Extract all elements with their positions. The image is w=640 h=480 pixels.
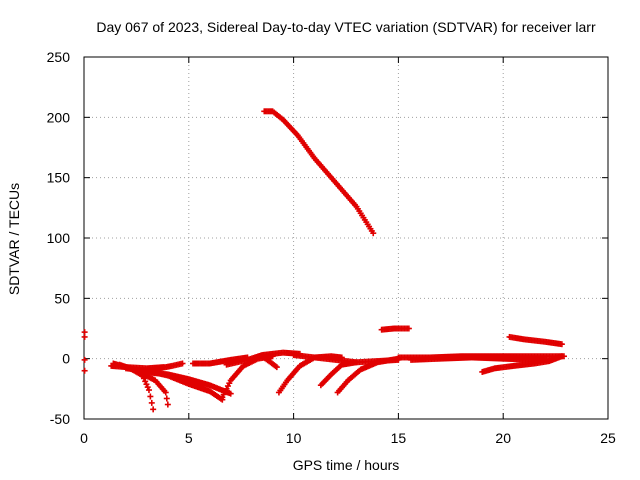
data-point: [81, 356, 88, 363]
y-axis-label: SDTVAR / TECUs: [6, 183, 22, 295]
data-point: [558, 341, 565, 348]
data-point: [147, 393, 154, 400]
data-point: [163, 395, 170, 402]
data-point: [227, 390, 234, 397]
data-point: [370, 230, 377, 237]
y-tick-label: 50: [54, 290, 70, 306]
x-tick-label: 20: [495, 430, 511, 446]
data-point: [179, 360, 186, 367]
data-point: [273, 364, 280, 371]
x-tick-labels: 0 5 10 15 20 25: [80, 430, 616, 446]
y-tick-labels: -50 0 50 100 150 200 250: [47, 49, 71, 427]
data-point: [353, 359, 360, 366]
data-point: [150, 406, 157, 413]
x-tick-label: 25: [600, 430, 616, 446]
y-tick-label: 250: [47, 49, 71, 65]
grid: [84, 57, 608, 419]
data-point: [81, 367, 88, 374]
data-point: [558, 353, 565, 360]
data-point: [81, 333, 88, 340]
chart-title: Day 067 of 2023, Sidereal Day-to-day VTE…: [96, 19, 596, 35]
x-axis-label: GPS time / hours: [293, 457, 400, 473]
x-tick-label: 0: [80, 430, 88, 446]
x-tick-label: 10: [286, 430, 302, 446]
y-tick-label: 0: [62, 351, 70, 367]
data-point: [162, 389, 169, 396]
y-tick-label: 150: [47, 170, 71, 186]
data-point: [145, 387, 152, 394]
y-tick-label: 200: [47, 109, 71, 125]
data-points: [81, 108, 567, 413]
plot-frame: [83, 56, 609, 420]
y-tick-label: 100: [47, 230, 71, 246]
data-point: [148, 399, 155, 406]
x-tick-label: 5: [185, 430, 193, 446]
x-tick-label: 15: [391, 430, 407, 446]
data-point: [164, 401, 171, 408]
y-tick-label: -50: [50, 411, 70, 427]
data-point: [405, 325, 412, 332]
